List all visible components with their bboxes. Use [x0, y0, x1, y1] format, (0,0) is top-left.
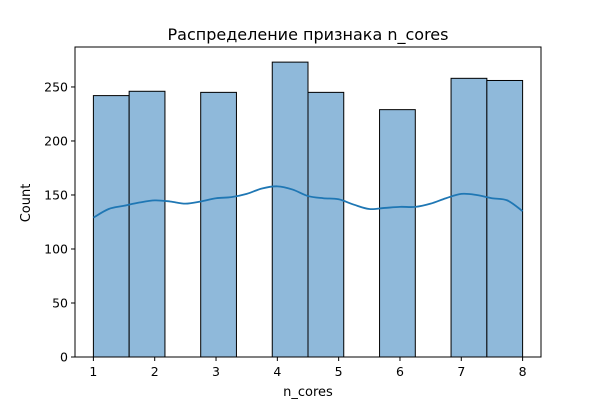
- x-tick-label: 6: [396, 364, 404, 379]
- axes-layer: [74, 46, 542, 358]
- plot-frame: [74, 46, 542, 358]
- y-axis-label: Count: [19, 184, 34, 223]
- chart-title: Распределение признака n_cores: [168, 25, 449, 45]
- x-tick-label: 4: [273, 364, 281, 379]
- x-tick-label: 5: [335, 364, 343, 379]
- x-tick-label: 8: [519, 364, 527, 379]
- x-tick-label: 2: [151, 364, 159, 379]
- x-tick-label: 7: [457, 364, 465, 379]
- x-axis-label: n_cores: [283, 385, 333, 400]
- y-tick-label: 150: [44, 187, 68, 202]
- histogram-bar-3: [200, 91, 237, 358]
- y-tick-label: 250: [44, 79, 68, 94]
- bars-layer: [92, 61, 524, 358]
- ticks-layer: 1 2 3 4 5 6 7 8 0 50 100 150 200 250: [44, 79, 526, 379]
- y-tick-label: 200: [44, 133, 68, 148]
- x-tick-label: 3: [212, 364, 220, 379]
- histogram-bar-2: [128, 90, 166, 358]
- y-tick-label: 100: [44, 241, 68, 256]
- histogram-bar-1: [92, 95, 130, 358]
- x-tick-label: 1: [89, 364, 97, 379]
- kde-layer: [92, 185, 524, 219]
- histogram-bar-8: [486, 79, 524, 358]
- histogram-bar-6: [379, 109, 416, 358]
- histogram-bar-4: [271, 61, 309, 358]
- kde-curve: [92, 185, 524, 219]
- y-tick-label: 50: [52, 295, 68, 310]
- y-tick-label: 0: [60, 350, 68, 365]
- histogram-bar-5: [307, 91, 345, 358]
- histogram-bar-7: [450, 77, 488, 358]
